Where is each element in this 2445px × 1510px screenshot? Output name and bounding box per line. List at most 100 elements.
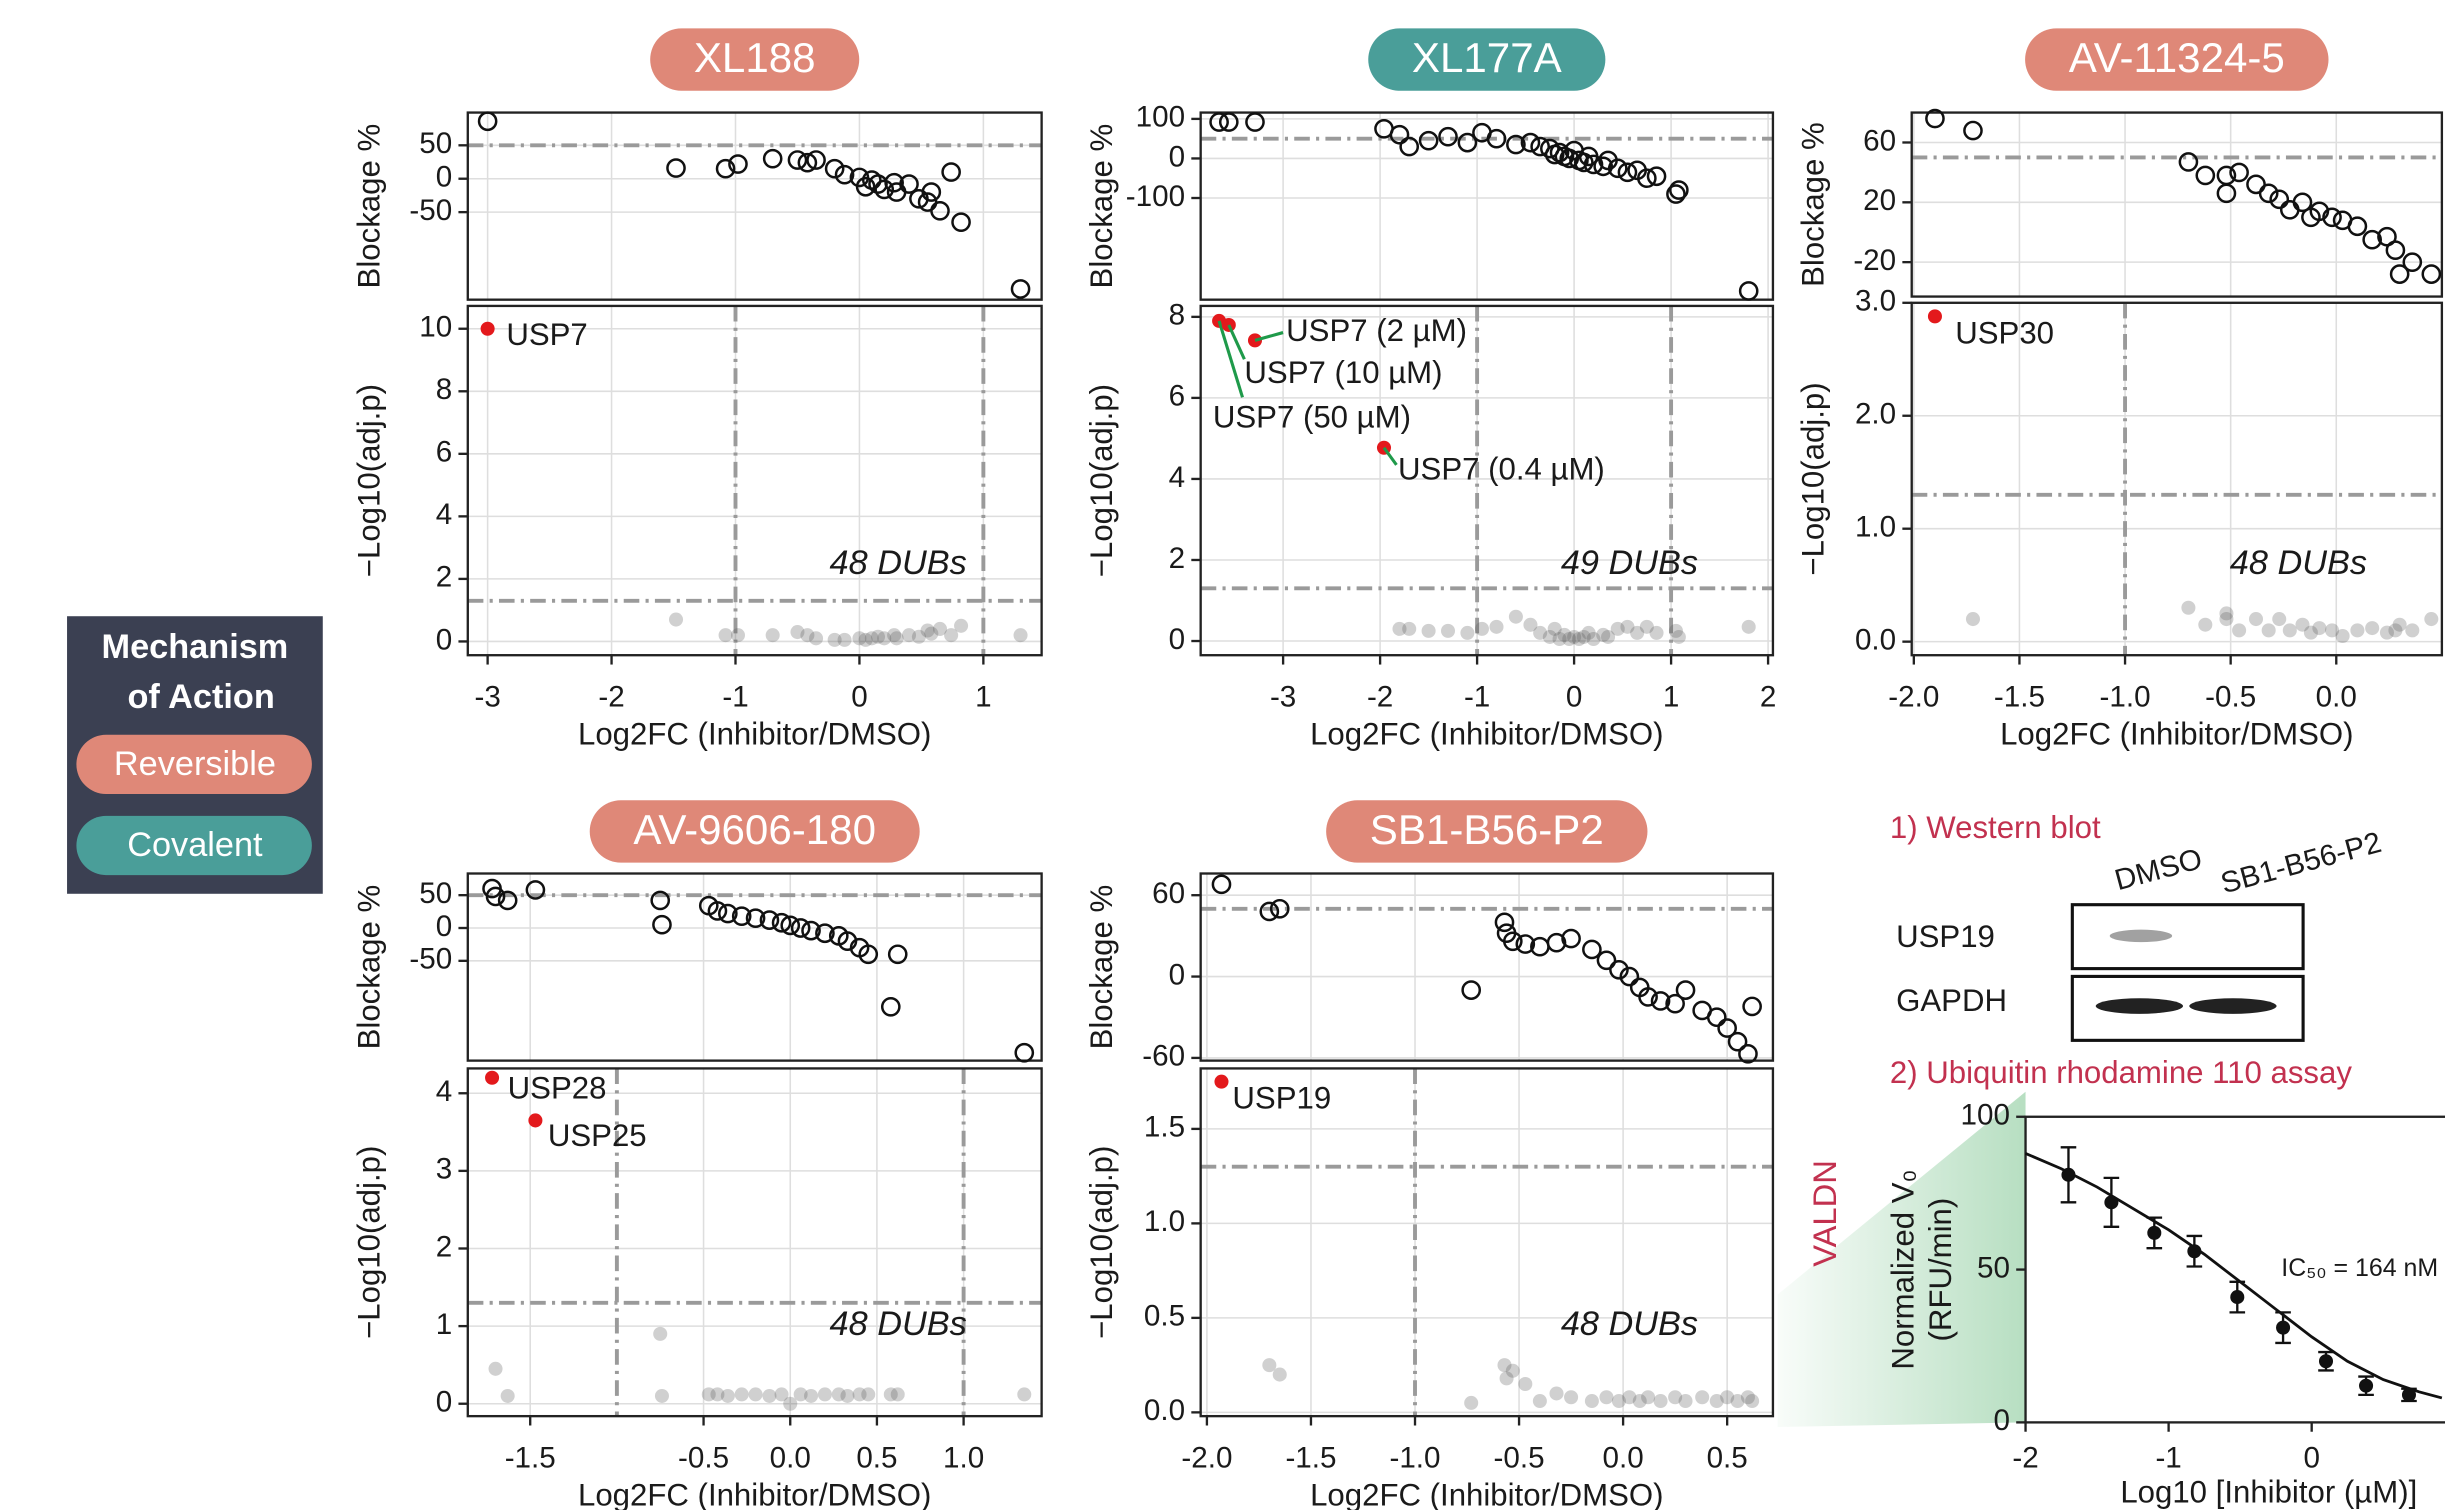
y-axis-label: −Log10(adj.p) <box>351 1146 386 1339</box>
dub-point <box>1422 624 1436 638</box>
page: { "legend": { "title_lines": ["Mechanism… <box>0 0 2445 1510</box>
blockage-point <box>1391 126 1408 143</box>
dub-point <box>762 1389 776 1403</box>
dub-point <box>1506 1364 1520 1378</box>
dub-point <box>890 631 904 645</box>
plot-frame <box>468 306 1042 655</box>
y-tick-label: 0.0 <box>1144 1394 1185 1427</box>
x-tick-label: -2.0 <box>1888 681 1939 714</box>
dub-point <box>2393 618 2407 632</box>
y-tick-label: -60 <box>1142 1040 1185 1073</box>
blot-band <box>2096 998 2183 1014</box>
dub-point <box>2262 623 2276 637</box>
y-axis-label: Normalized V₀ <box>1886 1170 1921 1370</box>
dub-point <box>721 1389 735 1403</box>
y-tick-label: 0 <box>436 910 452 943</box>
dub-point <box>749 1387 763 1401</box>
blockage-point <box>1213 876 1230 893</box>
y-tick-label: 0 <box>1169 140 1185 173</box>
dub-point <box>954 619 968 633</box>
data-point <box>2147 1226 2161 1240</box>
blockage-point <box>2387 242 2404 259</box>
x-tick-label: 0 <box>851 681 867 714</box>
y-tick-label: 50 <box>1977 1251 2010 1284</box>
x-axis-label: Log10 [Inhibitor (µM)] <box>2120 1474 2417 1509</box>
dub-point <box>1549 1386 1563 1400</box>
chart-title: 2) Ubiquitin rhodamine 110 assay <box>1890 1055 2352 1090</box>
data-point <box>2319 1354 2333 1368</box>
y-axis-label: −Log10(adj.p) <box>351 384 386 577</box>
dub-point <box>2249 612 2263 626</box>
dub-point <box>2365 621 2379 635</box>
dub-point <box>2219 606 2233 620</box>
y-axis-label: −Log10(adj.p) <box>1084 1146 1119 1339</box>
dub-point <box>1745 1394 1759 1408</box>
panel-title: AV-9606-180 <box>633 806 876 853</box>
blockage-point <box>667 159 684 176</box>
hit-label: USP7 (50 µM) <box>1213 399 1411 434</box>
x-tick-label: -2.0 <box>1181 1442 1232 1475</box>
y-tick-label: 4 <box>1169 461 1185 494</box>
dub-point <box>1441 624 1455 638</box>
figure: Mechanism of Action Reversible Covalent … <box>0 0 2445 1510</box>
y-tick-label: 20 <box>1863 184 1896 217</box>
x-axis-label: Log2FC (Inhibitor/DMSO) <box>578 717 931 752</box>
dub-point <box>719 628 733 642</box>
y-tick-label: 60 <box>1863 124 1896 157</box>
annotation: 48 DUBs <box>1561 1305 1698 1343</box>
hit-label: USP19 <box>1232 1081 1331 1116</box>
x-tick-label: -0.5 <box>1494 1442 1545 1475</box>
y-tick-label: 2 <box>436 561 452 594</box>
blockage-point <box>2197 167 2214 184</box>
x-tick-label: -1.5 <box>505 1442 556 1475</box>
dub-point <box>2283 623 2297 637</box>
hit-point <box>481 322 495 336</box>
blockage-point <box>952 214 969 231</box>
dub-point <box>1017 1387 1031 1401</box>
plot-frame <box>1201 874 1773 1061</box>
dub-point <box>1641 1390 1655 1404</box>
y-tick-label: 1 <box>436 1308 452 1341</box>
blockage-point <box>931 202 948 219</box>
dub-point <box>501 1389 515 1403</box>
blockage-point <box>882 998 899 1015</box>
annotation: 49 DUBs <box>1561 544 1698 582</box>
y-axis-label: (RFU/min) <box>1923 1198 1958 1342</box>
dub-point <box>2336 629 2350 643</box>
dub-point <box>804 1389 818 1403</box>
data-point <box>2187 1244 2201 1258</box>
blockage-point <box>2180 153 2197 170</box>
blockage-point <box>1677 982 1694 999</box>
western-blot: 1) Western blot DMSO SB1-B56-P2 USP19 GA… <box>1890 810 2385 1040</box>
hit-label: USP28 <box>508 1070 607 1105</box>
y-tick-label: 0 <box>436 161 452 194</box>
panel-title: XL177A <box>1412 34 1562 81</box>
y-tick-label: 6 <box>1169 380 1185 413</box>
blockage-point <box>1401 138 1418 155</box>
hit-label: USP7 (0.4 µM) <box>1398 451 1605 486</box>
plot-frame <box>468 113 1042 300</box>
hit-label: USP30 <box>1955 315 2054 350</box>
annotation: 48 DUBs <box>2230 544 2367 582</box>
x-tick-label: -0.5 <box>678 1442 729 1475</box>
y-tick-label: 4 <box>436 1075 452 1108</box>
hit-label: USP7 (10 µM) <box>1244 355 1442 390</box>
data-point <box>2359 1379 2373 1393</box>
x-tick-label: -1.5 <box>1994 681 2045 714</box>
blockage-point <box>764 150 781 167</box>
y-tick-label: 2.0 <box>1855 398 1896 431</box>
dub-point <box>1475 622 1489 636</box>
y-tick-label: 10 <box>419 311 452 344</box>
blockage-point <box>2423 266 2440 283</box>
dub-point <box>1654 1394 1668 1408</box>
blockage-point <box>2218 185 2235 202</box>
dub-point <box>1273 1368 1287 1382</box>
dub-point <box>2424 612 2438 626</box>
x-tick-label: 0 <box>2303 1442 2319 1475</box>
dub-point <box>489 1362 503 1376</box>
blockage-point <box>2247 176 2264 193</box>
blockage-point <box>2231 164 2248 181</box>
blockage-point <box>2281 201 2298 218</box>
y-tick-label: 6 <box>436 436 452 469</box>
annotation: 48 DUBs <box>830 544 967 582</box>
